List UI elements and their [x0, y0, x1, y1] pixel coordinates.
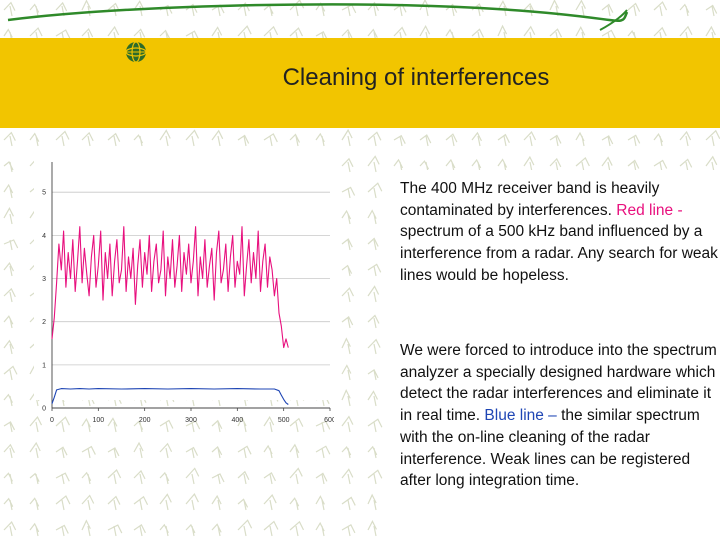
red-line-label: Red line -: [616, 201, 683, 219]
description-panel: The 400 MHz receiver band is heavily con…: [392, 170, 720, 540]
slide-title: Cleaning of interferences: [282, 64, 550, 91]
y-tick-label: 3: [42, 276, 46, 283]
paragraph2-text: We were forced to introduce into the spe…: [400, 342, 717, 425]
title-band: [0, 38, 720, 128]
y-tick-label: 0: [42, 406, 46, 413]
x-tick-label: 200: [139, 417, 151, 424]
y-tick-label: 5: [42, 190, 46, 197]
y-tick-label: 4: [42, 233, 46, 240]
blue-line-label: Blue line –: [484, 407, 562, 425]
paragraph1-text: The 400 MHz receiver band is heavily con…: [400, 180, 660, 219]
paragraph2-rest: the similar spectrum with the on-line cl…: [400, 407, 700, 490]
x-tick-label: 100: [92, 417, 104, 424]
y-tick-label: 1: [42, 362, 46, 369]
spectrum-chart-svg: 0 1 2 3 4 5 0 100 200 300 400 500 600: [42, 162, 334, 424]
paragraph-red-line: The 400 MHz receiver band is heavily con…: [400, 178, 720, 287]
decorative-swoosh: [7, 3, 629, 63]
series-line-blue: [51, 388, 289, 405]
globe-icon: [125, 41, 147, 63]
y-tick-label: 2: [42, 319, 46, 326]
x-tick-label: 0: [50, 417, 54, 424]
x-tick-label: 500: [278, 417, 290, 424]
paragraph-blue-line: We were forced to introduce into the spe…: [400, 340, 720, 492]
x-tick-label: 300: [185, 417, 197, 424]
spectrum-chart: 0 1 2 3 4 5 0 100 200 300 400 500 600: [34, 152, 334, 424]
x-tick-label: 400: [231, 417, 243, 424]
x-tick-label: 600: [324, 417, 334, 424]
paragraph1-rest: spectrum of a 500 kHz band influenced by…: [400, 223, 718, 284]
series-line-red: [51, 226, 289, 349]
